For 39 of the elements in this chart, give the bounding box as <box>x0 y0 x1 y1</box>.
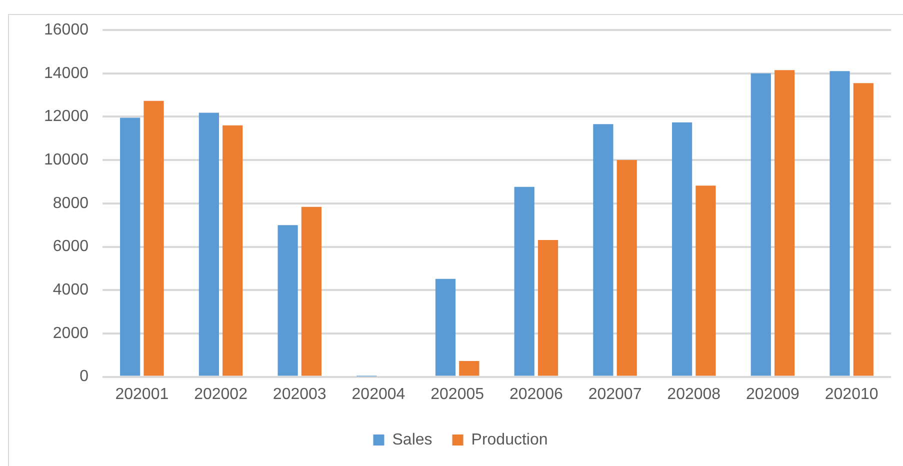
y-tick-label: 10000 <box>44 151 89 168</box>
bar <box>459 360 480 376</box>
bar <box>593 124 614 376</box>
x-tick-label: 202002 <box>194 386 248 403</box>
bar <box>538 240 558 376</box>
bar <box>774 70 795 376</box>
y-tick-label: 0 <box>80 368 89 386</box>
bar <box>120 118 140 376</box>
bar <box>830 71 850 376</box>
x-tick-label: 202004 <box>352 386 406 403</box>
y-tick-label: 4000 <box>52 282 89 299</box>
bar <box>616 160 637 376</box>
x-tick-label: 202005 <box>430 386 484 403</box>
y-tick-label: 8000 <box>52 194 89 212</box>
x-tick-label: 202009 <box>746 386 800 403</box>
bar <box>435 278 456 376</box>
x-tick-label: 202003 <box>272 386 326 403</box>
bar <box>750 73 771 376</box>
bar <box>696 186 716 376</box>
x-tick-label: 202006 <box>509 386 563 403</box>
bar <box>144 100 164 376</box>
bar <box>222 125 243 376</box>
y-tick-label: 16000 <box>44 21 89 38</box>
legend-label: Production <box>471 431 548 448</box>
bar <box>853 83 874 376</box>
y-tick-label: 12000 <box>44 108 89 126</box>
x-tick-label: 202007 <box>588 386 642 403</box>
y-tick-label: 2000 <box>52 324 89 342</box>
bar <box>672 122 692 376</box>
y-tick-label: 14000 <box>44 64 89 82</box>
x-tick-label: 202001 <box>115 386 169 403</box>
bar <box>198 112 219 376</box>
x-tick-label: 202008 <box>667 386 721 403</box>
bar <box>278 225 298 376</box>
x-tick-label: 202010 <box>824 386 878 403</box>
bar <box>301 206 322 376</box>
y-tick-label: 6000 <box>52 238 89 256</box>
legend-label: Sales <box>392 431 432 448</box>
bar <box>514 186 534 376</box>
